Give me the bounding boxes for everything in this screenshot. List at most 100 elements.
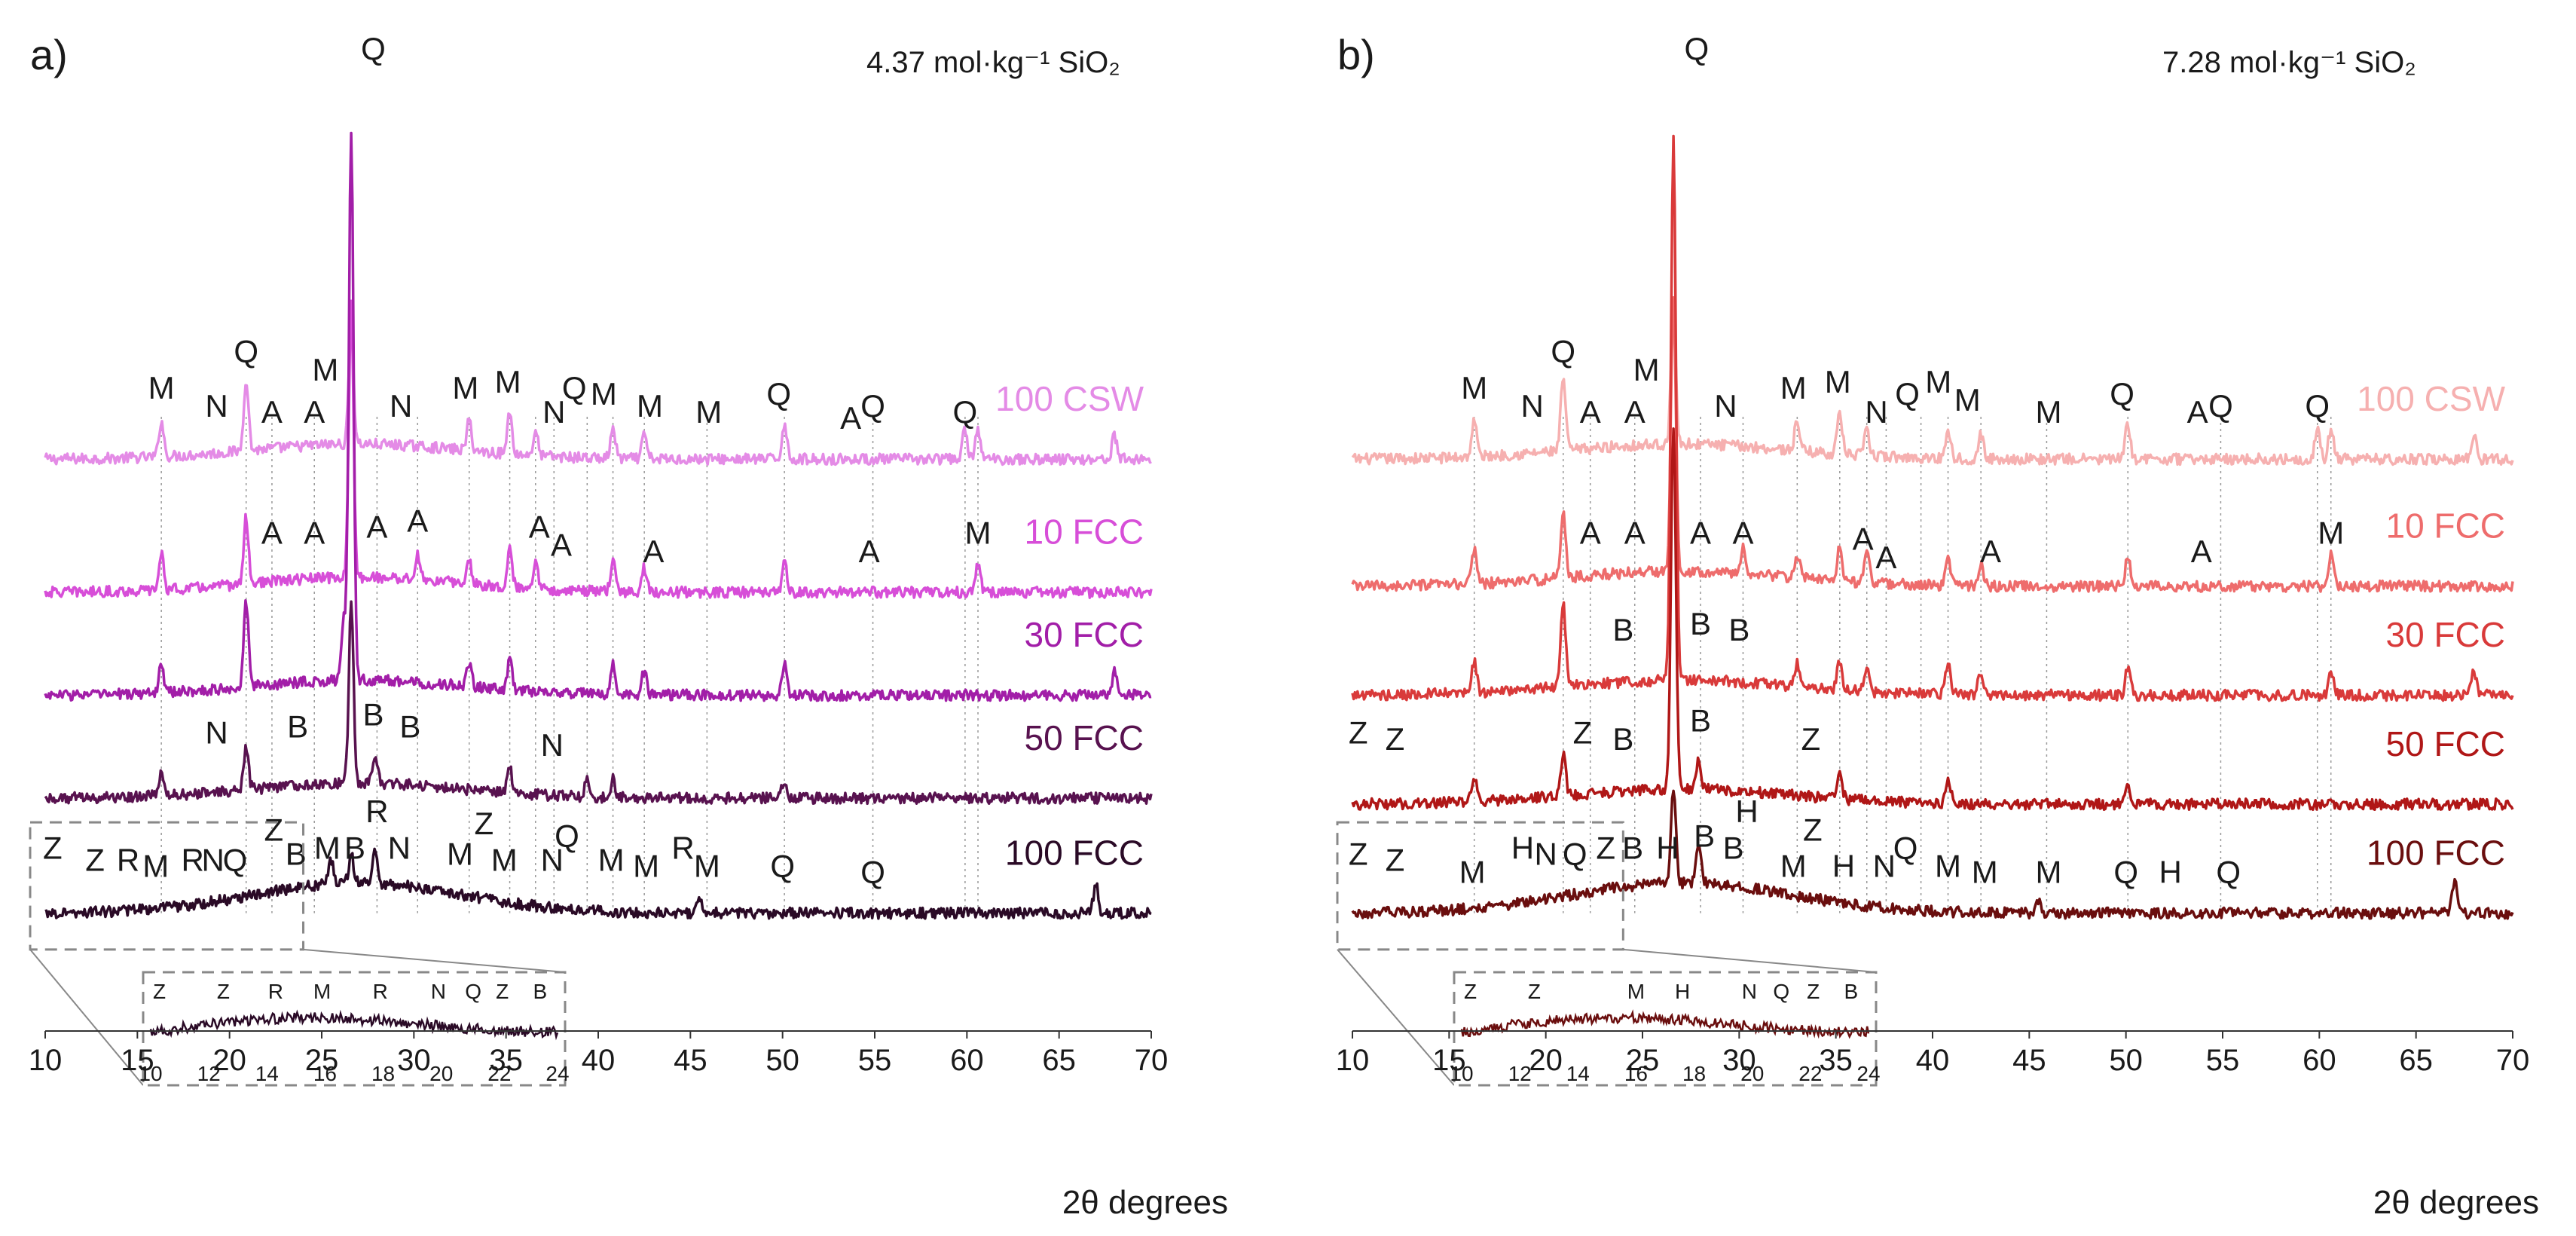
phase-label: M xyxy=(142,848,169,883)
phase-label: N xyxy=(1714,388,1737,424)
phase-label: R xyxy=(182,842,204,877)
x-tick-label: 10 xyxy=(29,1044,63,1077)
inset-x-tick-label: 10 xyxy=(1450,1062,1473,1085)
inset-x-tick-label: 18 xyxy=(1682,1062,1706,1085)
phase-label: M xyxy=(2036,394,2062,430)
phase-label: Q xyxy=(1895,376,1920,411)
phase-label: Q xyxy=(766,376,791,411)
inset-connector xyxy=(1337,949,1455,1086)
inset-selection-box xyxy=(1336,821,1624,951)
x-tick-label: 60 xyxy=(950,1044,984,1077)
phase-label: Z xyxy=(1801,721,1820,757)
inset-trace xyxy=(149,1009,559,1041)
phase-label: Z xyxy=(43,830,63,865)
phase-label: Z xyxy=(1386,842,1405,877)
phase-label: M xyxy=(1459,854,1486,889)
inset-phase-label: N xyxy=(431,980,446,1003)
phase-label: Q xyxy=(1551,334,1575,369)
inset-phase-label: B xyxy=(1844,980,1859,1003)
series-label: 50 FCC xyxy=(2386,724,2505,763)
phase-label: M xyxy=(1780,370,1807,405)
x-tick-label: 70 xyxy=(1135,1044,1169,1077)
phase-label: M xyxy=(633,848,659,883)
phase-label: N xyxy=(388,830,411,865)
phase-label: Z xyxy=(1573,715,1593,751)
series-label: 10 FCC xyxy=(1025,512,1144,552)
phase-label: Q xyxy=(2113,854,2138,889)
x-tick-label: 45 xyxy=(2012,1044,2046,1077)
xrd-trace-50-fcc xyxy=(44,600,1153,806)
panel-b-concentration: 7.28 mol·kg⁻¹ SiO₂ xyxy=(2162,46,2416,79)
series-label: 30 FCC xyxy=(2386,615,2505,654)
phase-label: A xyxy=(840,400,861,436)
series-label: 10 FCC xyxy=(2386,506,2505,546)
phase-label: N xyxy=(201,842,224,877)
series-label: 100 FCC xyxy=(1005,833,1144,872)
inset-phase-label: Z xyxy=(153,980,166,1003)
inset-phase-label: Q xyxy=(465,980,481,1003)
xrd-trace-30-fcc xyxy=(44,131,1152,702)
phase-label: Q xyxy=(361,31,386,66)
phase-label: N xyxy=(390,388,412,424)
phase-label: Z xyxy=(1596,830,1615,865)
x-tick-label: 55 xyxy=(2206,1044,2240,1077)
phase-label: Q xyxy=(223,842,248,877)
phase-label: A xyxy=(1875,540,1896,575)
inset-phase-label: Q xyxy=(1773,980,1789,1003)
panel-a-label: a) xyxy=(30,31,68,78)
x-tick-label: 20 xyxy=(212,1044,246,1077)
inset-phase-label: N xyxy=(1742,980,1757,1003)
x-tick-label: 50 xyxy=(765,1044,799,1077)
phase-label: B xyxy=(1612,721,1633,757)
x-tick-label: 70 xyxy=(2496,1044,2530,1077)
inset-phase-label: H xyxy=(1675,980,1690,1003)
inset-x-tick-label: 22 xyxy=(487,1062,511,1085)
phase-label: Z xyxy=(1386,721,1405,757)
series-label: 100 CSW xyxy=(2357,379,2505,418)
inset-phase-label: M xyxy=(313,980,331,1003)
panel-a: a) 4.37 mol·kg⁻¹ SiO₂ 100 CSW 10 FCC 30 FC… xyxy=(29,31,1228,1221)
x-tick-label: 35 xyxy=(489,1044,523,1077)
phase-label: A xyxy=(1732,516,1753,551)
phase-label: A xyxy=(304,516,325,551)
x-tick-label: 20 xyxy=(1529,1044,1563,1077)
phase-label: B xyxy=(1723,830,1744,865)
phase-label: Q xyxy=(562,370,587,405)
phase-label: B xyxy=(1728,612,1749,647)
phase-label: M xyxy=(965,516,992,551)
phase-label: N xyxy=(541,842,564,877)
inset-x-tick-label: 12 xyxy=(1508,1062,1532,1085)
inset-x-tick-label: 22 xyxy=(1798,1062,1822,1085)
x-tick-label: 40 xyxy=(1916,1044,1950,1077)
phase-label: A xyxy=(859,534,880,569)
phase-label: M xyxy=(1925,364,1951,399)
phase-label: M xyxy=(1633,352,1660,387)
phase-label: N xyxy=(1521,388,1544,424)
inset-connector xyxy=(29,949,144,1086)
xrd-trace-100-fcc xyxy=(1351,789,2514,920)
phase-label: N xyxy=(205,388,228,424)
phase-label: B xyxy=(1612,612,1633,647)
xrd-trace-100-fcc xyxy=(44,847,1152,920)
panel-a-x-axis-label: 2θ degrees xyxy=(1062,1184,1228,1221)
xrd-trace-10-fcc xyxy=(44,299,1153,599)
phase-label: M xyxy=(495,364,521,399)
inset-x-tick-label: 16 xyxy=(1624,1062,1648,1085)
phase-label: A xyxy=(529,509,550,545)
phase-label: A xyxy=(2187,394,2208,430)
phase-label: A xyxy=(261,516,283,551)
inset-phase-label: R xyxy=(373,980,388,1003)
inset-x-tick-label: 24 xyxy=(545,1062,569,1085)
phase-label: M xyxy=(314,830,341,865)
phase-label: Q xyxy=(1685,31,1710,66)
phase-label: A xyxy=(1853,522,1874,557)
panel-a-x-ticks: 10 15 20 25 30 35 40 45 50 55 60 65 70 xyxy=(29,1031,1169,1077)
xrd-trace-100-csw xyxy=(1351,318,2514,467)
phase-label: H xyxy=(1656,830,1679,865)
inset-zoom: Z Z R M R N Q Z B10 12 14 16 18 20 22 24 xyxy=(29,821,570,1087)
inset-box xyxy=(1453,971,1878,1087)
phase-label: Z xyxy=(1803,812,1823,847)
x-tick-label: 15 xyxy=(121,1044,154,1077)
